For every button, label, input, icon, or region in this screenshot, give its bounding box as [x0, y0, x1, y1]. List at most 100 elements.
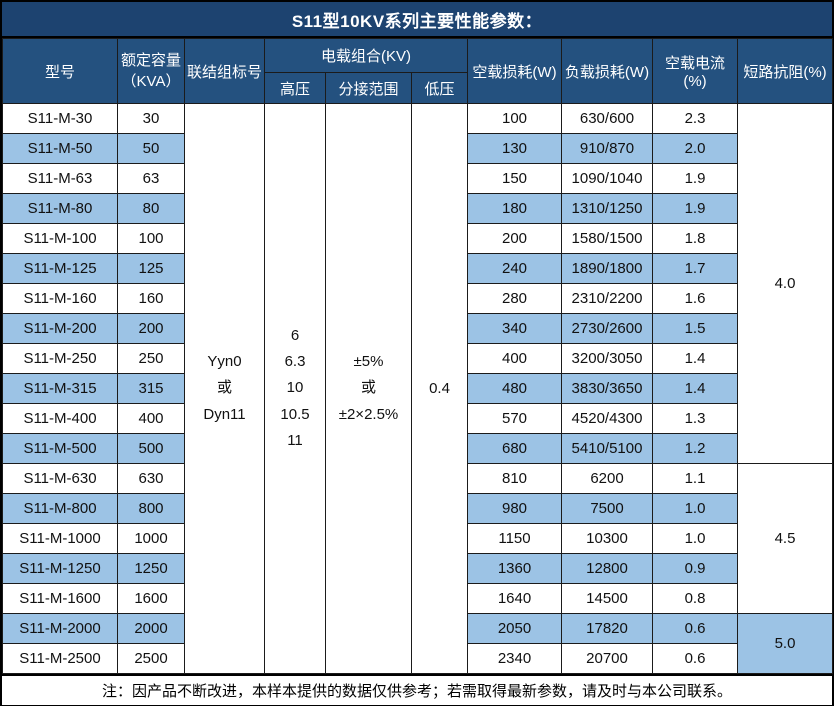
cell-no-load-current: 1.7	[652, 253, 738, 284]
cell-capacity: 400	[117, 403, 185, 434]
cell-no-load-current: 2.3	[652, 103, 738, 134]
cell-load-loss: 1580/1500	[561, 223, 653, 254]
header-model: 型号	[2, 38, 118, 104]
cell-model: S11-M-250	[2, 343, 118, 374]
cell-no-load-loss: 280	[467, 283, 562, 314]
cell-no-load-loss: 200	[467, 223, 562, 254]
cell-no-load-current: 0.6	[652, 613, 738, 644]
cell-no-load-loss: 680	[467, 433, 562, 464]
cell-load-loss: 10300	[561, 523, 653, 554]
cell-load-loss: 7500	[561, 493, 653, 524]
table-row: S11-M-200 200 340 2730/2600 1.5	[2, 313, 833, 344]
cell-capacity: 1000	[117, 523, 185, 554]
cell-capacity: 200	[117, 313, 185, 344]
cell-load-loss: 630/600	[561, 103, 653, 134]
cell-no-load-current: 1.1	[652, 463, 738, 494]
table-row: S11-M-80 80 180 1310/1250 1.9	[2, 193, 833, 224]
cell-model: S11-M-30	[2, 103, 118, 134]
table-row: S11-M-1000 1000 1150 10300 1.0	[2, 523, 833, 554]
header-capacity: 额定容量 （KVA）	[117, 38, 185, 104]
cell-connection-merged: Yyn0 或 Dyn11	[184, 103, 265, 674]
table-row: S11-M-400 400 570 4520/4300 1.3	[2, 403, 833, 434]
cell-no-load-current: 2.0	[652, 133, 738, 164]
cell-capacity: 50	[117, 133, 185, 164]
table-body: S11-M-30 30 Yyn0 或 Dyn11 6 6.3 10 10.5 1…	[2, 103, 833, 674]
cell-impedance-group: 5.0	[737, 613, 833, 674]
cell-model: S11-M-630	[2, 463, 118, 494]
cell-load-loss: 1310/1250	[561, 193, 653, 224]
cell-capacity: 30	[117, 103, 185, 134]
table-row: S11-M-2000 2000 2050 17820 0.6 5.0	[2, 613, 833, 674]
table-row: S11-M-2500 2500 2340 20700 0.6	[2, 643, 833, 674]
cell-capacity: 63	[117, 163, 185, 194]
cell-no-load-loss: 340	[467, 313, 562, 344]
cell-tap-range-merged: ±5% 或 ±2×2.5%	[325, 103, 412, 674]
cell-no-load-current: 1.9	[652, 193, 738, 224]
header-high-voltage: 高压	[264, 72, 326, 104]
cell-capacity: 500	[117, 433, 185, 464]
cell-capacity: 1600	[117, 583, 185, 614]
cell-capacity: 250	[117, 343, 185, 374]
cell-load-loss: 17820	[561, 613, 653, 644]
cell-capacity: 160	[117, 283, 185, 314]
table-row: S11-M-50 50 130 910/870 2.0	[2, 133, 833, 164]
cell-no-load-current: 1.5	[652, 313, 738, 344]
cell-no-load-loss: 2340	[467, 643, 562, 674]
table-row: S11-M-630 630 810 6200 1.1 4.5	[2, 463, 833, 614]
table-row: S11-M-250 250 400 3200/3050 1.4	[2, 343, 833, 374]
cell-no-load-current: 1.3	[652, 403, 738, 434]
cell-capacity: 800	[117, 493, 185, 524]
cell-model: S11-M-200	[2, 313, 118, 344]
cell-no-load-current: 1.6	[652, 283, 738, 314]
header-connection: 联结组标号	[184, 38, 265, 104]
cell-load-loss: 12800	[561, 553, 653, 584]
cell-capacity: 2000	[117, 613, 185, 644]
cell-no-load-current: 0.9	[652, 553, 738, 584]
cell-model: S11-M-50	[2, 133, 118, 164]
header-impedance: 短路抗阻(%)	[737, 38, 833, 104]
cell-no-load-current: 1.2	[652, 433, 738, 464]
cell-model: S11-M-1600	[2, 583, 118, 614]
cell-no-load-loss: 2050	[467, 613, 562, 644]
header-no-load-loss: 空载损耗(W)	[467, 38, 562, 104]
cell-capacity: 630	[117, 463, 185, 494]
table-row: S11-M-160 160 280 2310/2200 1.6	[2, 283, 833, 314]
cell-no-load-loss: 480	[467, 373, 562, 404]
cell-low-voltage-merged: 0.4	[411, 103, 468, 674]
table-header: 型号 额定容量 （KVA） 联结组标号 电载组合(KV) 空载损耗(W) 负载损…	[2, 38, 833, 104]
table-row: S11-M-30 30 Yyn0 或 Dyn11 6 6.3 10 10.5 1…	[2, 103, 833, 674]
cell-no-load-current: 1.0	[652, 523, 738, 554]
cell-load-loss: 3200/3050	[561, 343, 653, 374]
cell-no-load-loss: 980	[467, 493, 562, 524]
cell-capacity: 125	[117, 253, 185, 284]
cell-no-load-current: 1.9	[652, 163, 738, 194]
cell-impedance-group: 4.0	[737, 103, 833, 464]
cell-model: S11-M-315	[2, 373, 118, 404]
cell-model: S11-M-1000	[2, 523, 118, 554]
table-row: S11-M-100 100 200 1580/1500 1.8	[2, 223, 833, 254]
cell-no-load-loss: 1640	[467, 583, 562, 614]
page-title: S11型10KV系列主要性能参数：	[2, 2, 832, 38]
cell-impedance-group: 4.5	[737, 463, 833, 614]
table-row: S11-M-125 125 240 1890/1800 1.7	[2, 253, 833, 284]
cell-no-load-current: 1.0	[652, 493, 738, 524]
cell-model: S11-M-400	[2, 403, 118, 434]
cell-no-load-loss: 1360	[467, 553, 562, 584]
cell-load-loss: 3830/3650	[561, 373, 653, 404]
cell-model: S11-M-160	[2, 283, 118, 314]
cell-no-load-loss: 240	[467, 253, 562, 284]
cell-load-loss: 20700	[561, 643, 653, 674]
cell-no-load-loss: 180	[467, 193, 562, 224]
cell-no-load-loss: 810	[467, 463, 562, 494]
cell-load-loss: 14500	[561, 583, 653, 614]
cell-no-load-current: 1.8	[652, 223, 738, 254]
cell-model: S11-M-63	[2, 163, 118, 194]
cell-load-loss: 2310/2200	[561, 283, 653, 314]
cell-high-voltage-merged: 6 6.3 10 10.5 11	[264, 103, 326, 674]
cell-no-load-current: 0.8	[652, 583, 738, 614]
footer-note: 注：因产品不断改进，本样本提供的数据仅供参考；若需取得最新参数，请及时与本公司联…	[2, 674, 832, 705]
cell-no-load-loss: 150	[467, 163, 562, 194]
cell-no-load-loss: 1150	[467, 523, 562, 554]
cell-model: S11-M-125	[2, 253, 118, 284]
